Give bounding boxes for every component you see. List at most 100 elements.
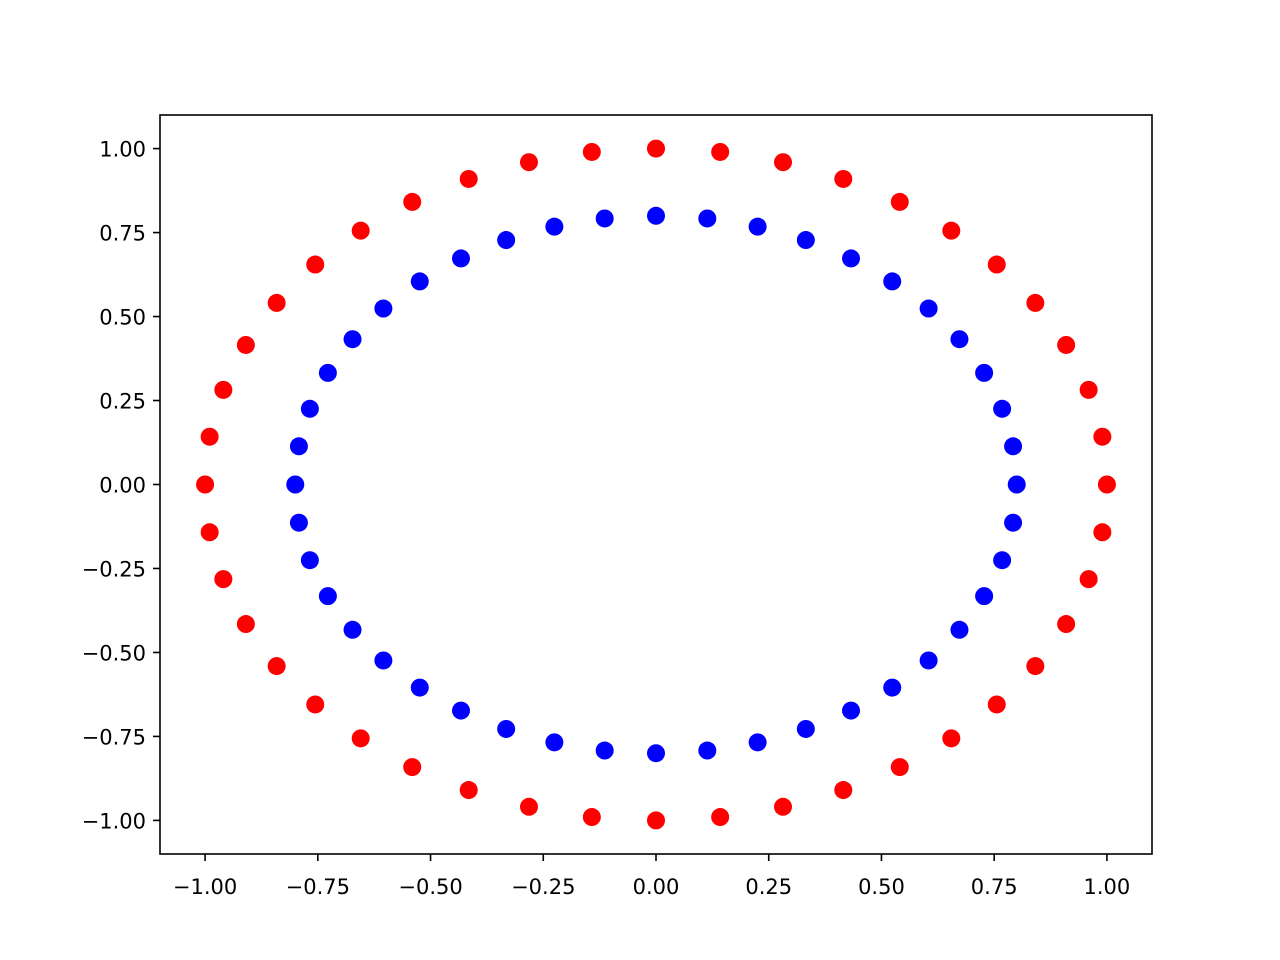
- scatter-point: [582, 142, 601, 161]
- x-tick-label: −0.50: [398, 875, 462, 899]
- scatter-point: [267, 657, 286, 676]
- scatter-point: [1057, 615, 1076, 634]
- scatter-point: [1007, 475, 1026, 494]
- scatter-point: [343, 330, 362, 349]
- scatter-point: [774, 797, 793, 816]
- scatter-point: [200, 427, 219, 446]
- scatter-point: [459, 169, 478, 188]
- scatter-point: [950, 620, 969, 639]
- scatter-point: [883, 678, 902, 697]
- scatter-point: [774, 153, 793, 172]
- scatter-point: [993, 551, 1012, 570]
- scatter-point: [286, 475, 305, 494]
- scatter-point: [545, 733, 564, 752]
- scatter-point: [519, 153, 538, 172]
- scatter-point: [451, 249, 470, 268]
- scatter-point: [834, 781, 853, 800]
- scatter-point: [374, 651, 393, 670]
- scatter-point: [647, 139, 665, 158]
- y-tick-label: −0.50: [82, 641, 146, 665]
- scatter-point: [545, 217, 564, 236]
- scatter-point: [796, 231, 815, 250]
- y-tick-label: 0.50: [99, 306, 146, 330]
- scatter-point: [497, 231, 516, 250]
- data-points: [196, 139, 1116, 830]
- scatter-point: [236, 615, 255, 634]
- x-tick-label: −1.00: [173, 875, 237, 899]
- scatter-point: [1097, 475, 1116, 494]
- scatter-point: [300, 399, 319, 418]
- scatter-point: [748, 733, 767, 752]
- x-tick-label: −0.75: [286, 875, 350, 899]
- x-tick-label: 0.25: [745, 875, 792, 899]
- scatter-point: [1093, 427, 1112, 446]
- scatter-point: [403, 758, 422, 777]
- x-axis: −1.00 −0.75 −0.50 −0.25 0.00 0.25 0.50 0.75 1.00: [173, 854, 1130, 899]
- scatter-point: [698, 209, 717, 228]
- scatter-point: [942, 729, 961, 748]
- scatter-point: [975, 363, 994, 382]
- y-tick-label: 0.00: [99, 474, 146, 498]
- x-tick-label: −0.25: [511, 875, 575, 899]
- scatter-point: [451, 701, 470, 720]
- scatter-point: [647, 206, 665, 225]
- scatter-point: [796, 719, 815, 738]
- x-tick-label: 1.00: [1084, 875, 1131, 899]
- y-tick-label: −0.25: [82, 557, 146, 581]
- scatter-point: [919, 651, 938, 670]
- scatter-point: [300, 551, 319, 570]
- scatter-point: [306, 255, 325, 274]
- scatter-point: [1057, 335, 1076, 354]
- scatter-point: [711, 142, 730, 161]
- scatter-point: [842, 701, 861, 720]
- scatter-point: [343, 620, 362, 639]
- scatter-point: [351, 221, 370, 240]
- scatter-point: [1079, 380, 1098, 399]
- y-tick-label: −0.75: [82, 725, 146, 749]
- y-axis: −1.00 −0.75 −0.50 −0.25 0.00 0.25 0.50 0.75 1.00: [82, 138, 160, 833]
- y-tick-label: −1.00: [82, 809, 146, 833]
- scatter-point: [711, 808, 730, 827]
- x-tick-label: 0.50: [858, 875, 905, 899]
- scatter-point: [519, 797, 538, 816]
- scatter-point: [410, 678, 429, 697]
- scatter-point: [834, 169, 853, 188]
- scatter-point: [403, 192, 422, 211]
- scatter-point: [748, 217, 767, 236]
- scatter-point: [842, 249, 861, 268]
- scatter-point: [919, 299, 938, 318]
- scatter-point: [196, 475, 215, 494]
- scatter-point: [459, 781, 478, 800]
- scatter-point: [1026, 657, 1045, 676]
- scatter-point: [289, 437, 308, 456]
- scatter-point: [582, 808, 601, 827]
- scatter-point: [214, 570, 233, 589]
- scatter-point: [214, 380, 233, 399]
- scatter-point: [987, 695, 1006, 714]
- x-tick-label: 0.75: [971, 875, 1018, 899]
- scatter-point: [374, 299, 393, 318]
- y-tick-label: 0.25: [99, 390, 146, 414]
- scatter-point: [306, 695, 325, 714]
- scatter-point: [883, 272, 902, 291]
- y-tick-label: 1.00: [99, 138, 146, 162]
- scatter-point: [289, 513, 308, 532]
- scatter-point: [1093, 523, 1112, 542]
- scatter-point: [410, 272, 429, 291]
- scatter-point: [595, 741, 614, 760]
- scatter-point: [1004, 437, 1023, 456]
- scatter-point: [950, 330, 969, 349]
- scatter-point: [890, 192, 909, 211]
- y-tick-label: 0.75: [99, 222, 146, 246]
- scatter-point: [647, 744, 665, 763]
- scatter-point: [890, 758, 909, 777]
- scatter-point: [1026, 293, 1045, 312]
- scatter-point: [595, 209, 614, 228]
- scatter-point: [236, 335, 255, 354]
- scatter-point: [318, 363, 337, 382]
- scatter-point: [497, 719, 516, 738]
- scatter-point: [993, 399, 1012, 418]
- x-tick-label: 0.00: [633, 875, 680, 899]
